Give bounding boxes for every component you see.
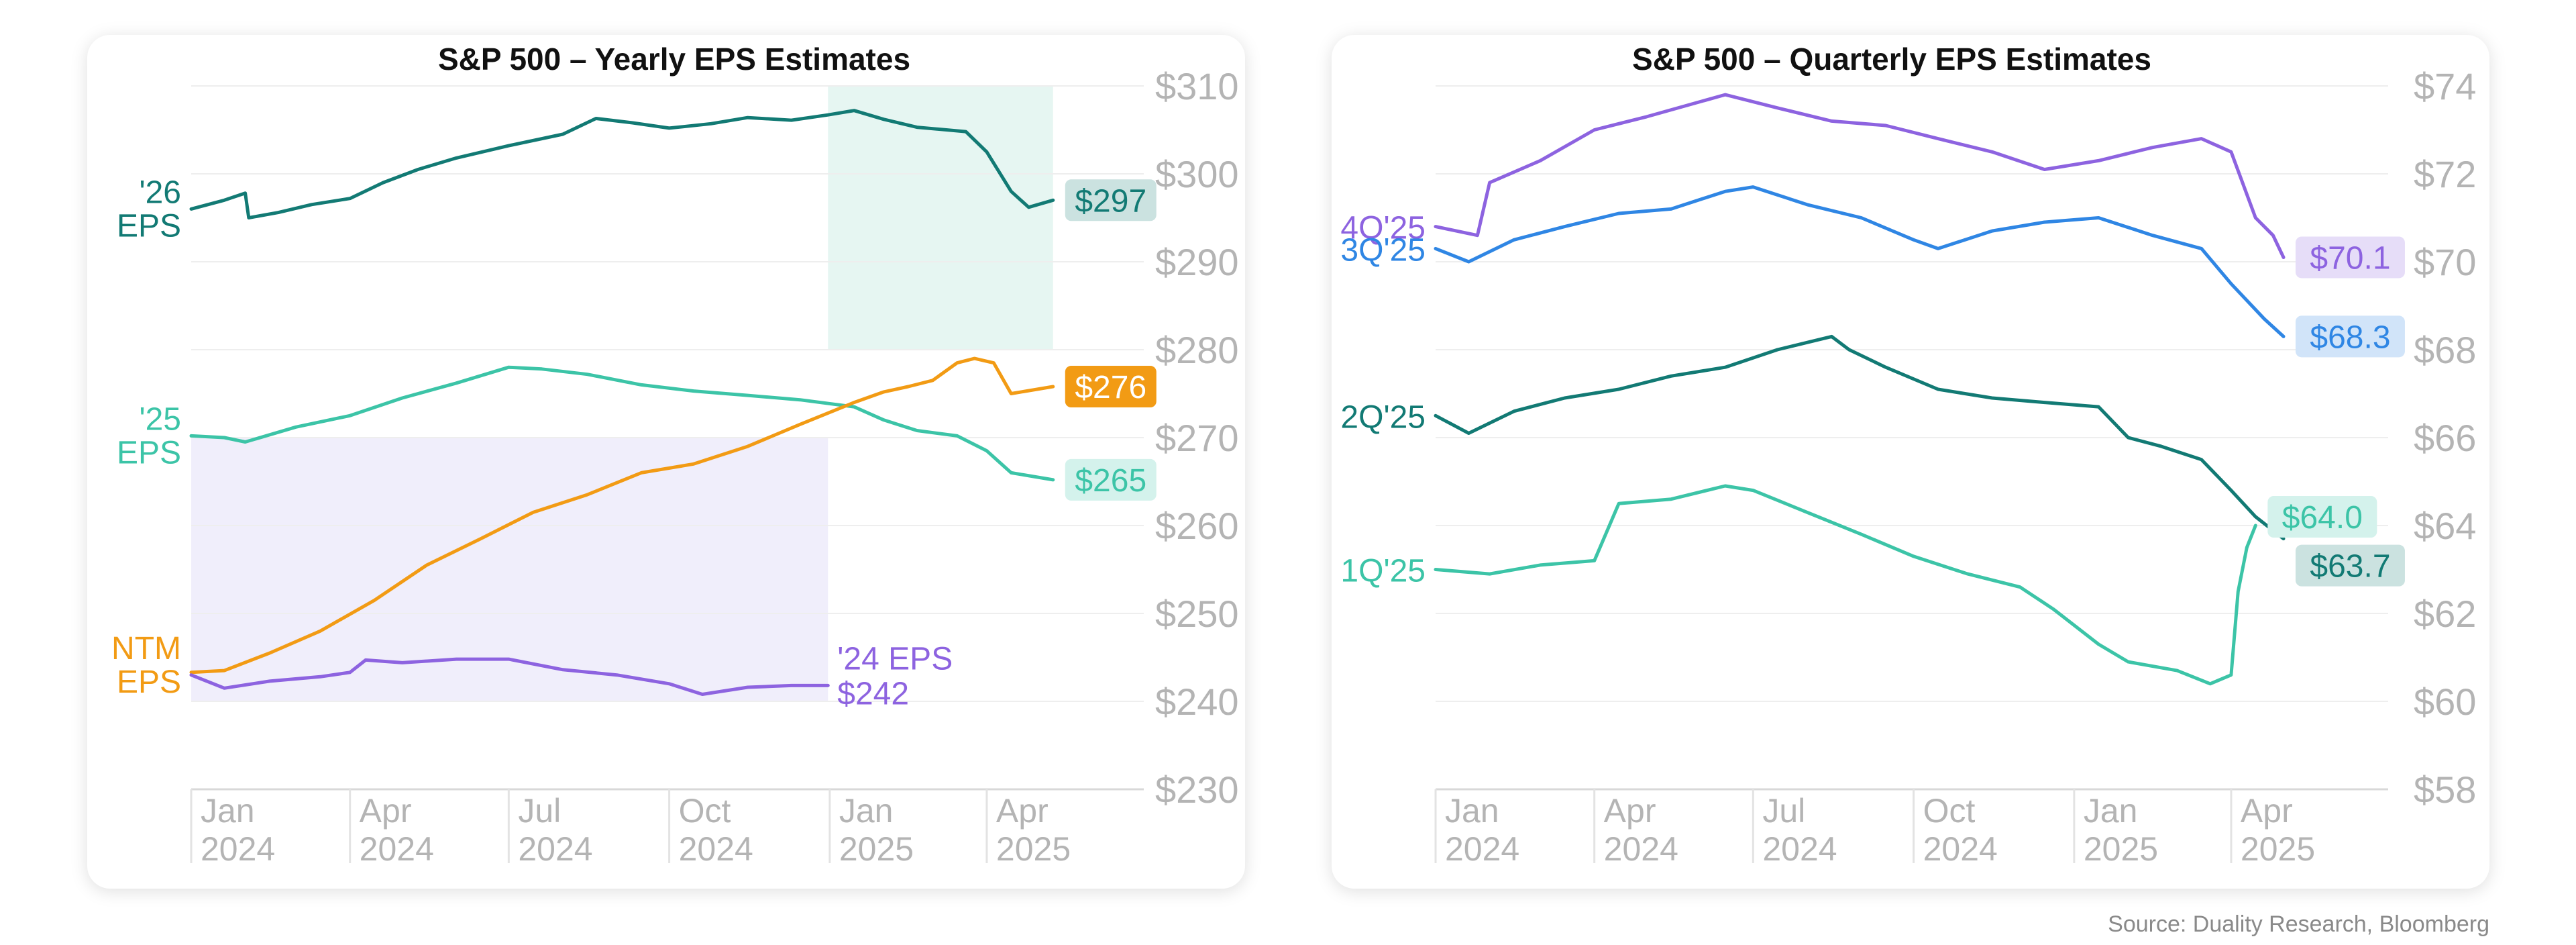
yearly-chart: $230$240$250$260$270$280$290$300$310Jan2… [111, 42, 1239, 868]
end-value-badge-q3 [2295, 315, 2405, 358]
x-tick-label-year: 2024 [679, 830, 753, 868]
x-tick-label-year: 2024 [201, 830, 275, 868]
series-line-q4 [1434, 93, 2286, 259]
x-tick-label-month: Apr [2241, 792, 2293, 830]
end-value-label-ntm: $276 [1075, 370, 1146, 405]
end-value-label-q2: $63.7 [2310, 549, 2390, 585]
x-tick-label-year: 2024 [1604, 830, 1678, 868]
series-label-eps24: '24 EPS [837, 641, 953, 677]
y-tick-label: $310 [1155, 65, 1239, 107]
series-line-eps24 [189, 657, 830, 696]
x-tick-label-year: 2025 [839, 830, 914, 868]
series-line-q3 [1434, 185, 2286, 338]
x-tick-label-month: Jul [1762, 792, 1805, 830]
x-tick-label-month: Apr [1604, 792, 1656, 830]
y-tick-label: $74 [2414, 65, 2476, 107]
end-value-badge-ntm [1065, 366, 1157, 408]
series-label-q4: 4Q'25 [1340, 211, 1426, 246]
x-tick-label-year: 2024 [360, 830, 434, 868]
series-label-ntm: EPS [117, 664, 181, 700]
series-label-eps25: '25 [139, 401, 181, 437]
x-tick-label-month: Jul [518, 792, 561, 830]
series-label-eps24: $242 [837, 676, 909, 711]
y-tick-label: $64 [2414, 505, 2476, 547]
y-tick-label: $260 [1155, 505, 1239, 547]
quarterly-chart: $58$60$62$64$66$68$70$72$74Jan2024Apr202… [1340, 42, 2476, 868]
y-tick-label: $250 [1155, 593, 1239, 635]
series-label-ntm: NTM [111, 631, 181, 666]
series-label-q1: 1Q'25 [1340, 554, 1426, 589]
x-tick-label-month: Oct [679, 792, 731, 830]
y-tick-label: $58 [2414, 768, 2476, 811]
end-value-label-eps26: $297 [1075, 183, 1146, 219]
x-tick-label-month: Apr [996, 792, 1049, 830]
end-value-label-q3: $68.3 [2310, 319, 2390, 355]
chart-title: S&P 500 – Quarterly EPS Estimates [1632, 42, 2151, 77]
quarterly-eps-chart-card [1332, 35, 2489, 889]
x-tick-label-month: Jan [839, 792, 894, 830]
series-line-q1 [1434, 484, 2257, 686]
chart-title: S&P 500 – Yearly EPS Estimates [438, 42, 910, 77]
end-value-badge-q1 [2267, 496, 2377, 538]
shaded-region-2 [191, 438, 828, 701]
source-note: Source: Duality Research, Bloomberg [2108, 911, 2489, 937]
end-value-badge-q4 [2295, 236, 2405, 279]
series-label-eps26: EPS [117, 208, 181, 244]
y-tick-label: $270 [1155, 417, 1239, 459]
series-line-q2 [1434, 334, 2286, 541]
x-tick-label-year: 2025 [996, 830, 1071, 868]
x-tick-label-year: 2024 [518, 830, 592, 868]
x-tick-label-year: 2025 [2241, 830, 2315, 868]
series-label-eps26: '26 [139, 175, 181, 210]
y-tick-label: $240 [1155, 681, 1239, 723]
end-value-badge-q2 [2295, 544, 2405, 587]
series-label-q2: 2Q'25 [1340, 399, 1426, 435]
end-value-label-q1: $64.0 [2282, 500, 2363, 536]
shaded-region-1 [828, 86, 1053, 350]
x-tick-label-month: Oct [1923, 792, 1976, 830]
series-label-eps25: EPS [117, 435, 181, 470]
series-line-eps25 [189, 365, 1055, 482]
series-label-q3: 3Q'25 [1340, 232, 1426, 268]
series-line-ntm [189, 356, 1055, 675]
x-tick-label-month: Jan [201, 792, 255, 830]
end-value-badge-eps26 [1065, 179, 1157, 221]
end-value-badge-eps25 [1065, 458, 1157, 501]
end-value-label-eps25: $265 [1075, 463, 1146, 499]
y-tick-label: $68 [2414, 329, 2476, 371]
y-tick-label: $290 [1155, 241, 1239, 283]
y-tick-label: $300 [1155, 153, 1239, 195]
x-tick-label-year: 2024 [1762, 830, 1837, 868]
x-tick-label-year: 2024 [1445, 830, 1519, 868]
series-line-eps26 [189, 109, 1055, 219]
y-tick-label: $72 [2414, 153, 2476, 195]
x-tick-label-year: 2024 [1923, 830, 1998, 868]
y-tick-label: $230 [1155, 768, 1239, 811]
y-tick-label: $66 [2414, 417, 2476, 459]
x-tick-label-month: Apr [360, 792, 412, 830]
x-tick-label-year: 2025 [2084, 830, 2158, 868]
y-tick-label: $70 [2414, 241, 2476, 283]
y-tick-label: $280 [1155, 329, 1239, 371]
y-tick-label: $62 [2414, 593, 2476, 635]
y-tick-label: $60 [2414, 681, 2476, 723]
x-tick-label-month: Jan [2084, 792, 2138, 830]
end-value-label-q4: $70.1 [2310, 240, 2390, 276]
x-tick-label-month: Jan [1445, 792, 1499, 830]
